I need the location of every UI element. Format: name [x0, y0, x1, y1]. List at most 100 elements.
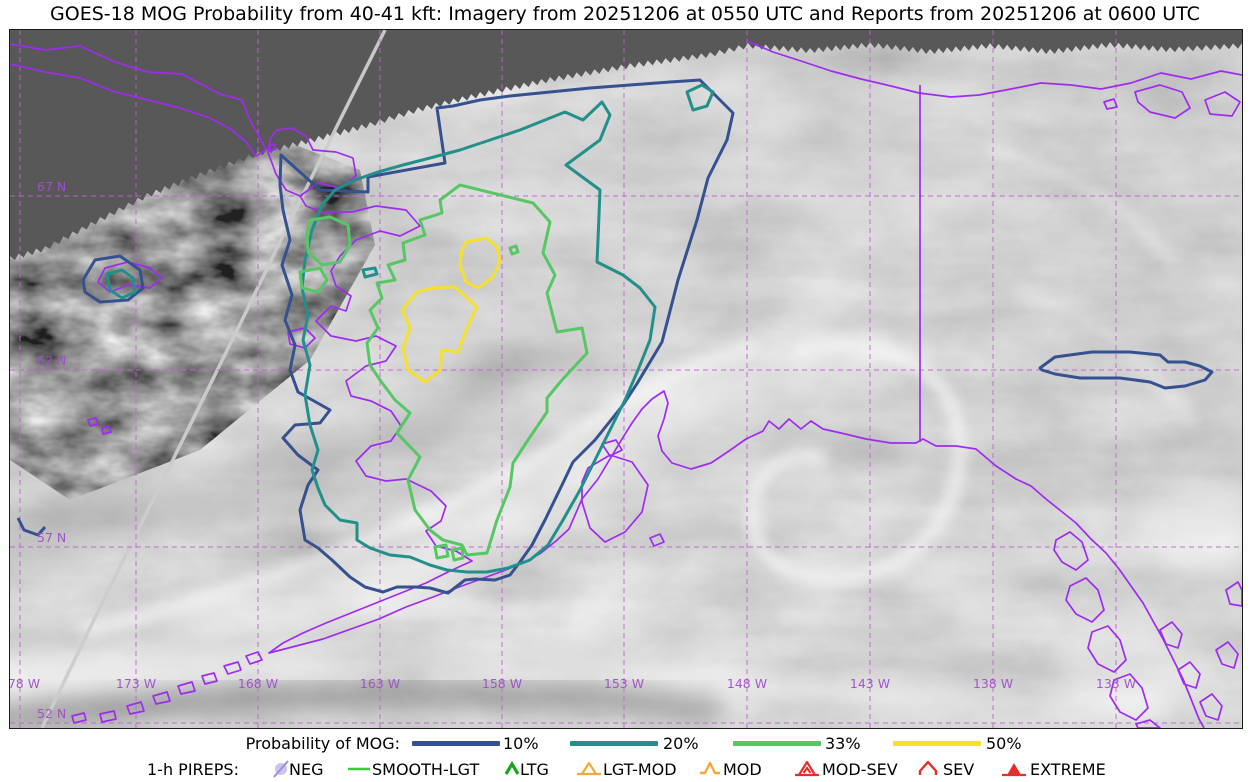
pireps-legend-title: 1-h PIREPS:	[147, 760, 239, 779]
pirep-symbol-lgt-mod-icon	[577, 761, 601, 776]
pirep-SMOOTH-LGT-label: SMOOTH-LGT	[372, 760, 480, 779]
contour-50%	[400, 285, 479, 384]
mog-50%-line	[893, 741, 981, 746]
longitude-label: 143 W	[850, 676, 890, 691]
island-outline	[1134, 84, 1191, 119]
pirep-symbol-extreme-icon	[1002, 763, 1026, 777]
longitude-label: 163 W	[360, 676, 400, 691]
pirep-symbol-neg-icon	[273, 760, 289, 778]
mog-20%-label: 20%	[663, 734, 699, 753]
contour-level-50%	[400, 236, 502, 384]
island-outline	[287, 327, 316, 349]
longitude-label: 173 W	[116, 676, 156, 691]
island-outline	[126, 701, 145, 715]
island-outline	[1225, 581, 1242, 607]
mog-50%-label: 50%	[986, 734, 1022, 753]
island-outline	[97, 261, 163, 293]
contour-level-33%	[298, 183, 589, 562]
longitude-label: 178 W	[10, 676, 40, 691]
cloud-band	[656, 638, 1114, 714]
mog-33%-line	[733, 741, 821, 746]
cloud-band	[82, 340, 758, 638]
longitude-label: 148 W	[727, 676, 767, 691]
contour-20%	[105, 268, 137, 300]
contour-10%	[1038, 350, 1214, 390]
island-outline	[581, 454, 649, 543]
contour-level-20%	[105, 83, 715, 574]
pirep-SEV-label: SEV	[943, 760, 975, 779]
grid-labels: 178 W 173 W 168 W 163 W 158 W 153 W 148 W 143 W…	[10, 179, 1136, 721]
cloud-band	[10, 682, 722, 728]
island-outline	[177, 681, 196, 695]
island-outline	[1204, 91, 1241, 117]
pirep-symbol-sev-icon	[918, 760, 938, 775]
contour-33%	[365, 183, 589, 557]
figure-title: GOES-18 MOG Probability from 40-41 kft: …	[50, 3, 1200, 25]
cloud-band	[10, 649, 1172, 717]
pirep-symbol-ltg-icon	[504, 760, 520, 775]
contour-50%	[458, 236, 502, 290]
island-outline	[1177, 661, 1201, 689]
mog-33%-label: 33%	[825, 734, 861, 753]
contour-10%	[81, 254, 145, 304]
longitude-label: 168 W	[238, 676, 278, 691]
coastline	[10, 43, 267, 157]
mog-20%-line	[570, 741, 658, 746]
longitude-label: 133 W	[1096, 676, 1136, 691]
island-outline	[101, 425, 112, 435]
contour-20%	[685, 83, 715, 112]
mog-legend-title: Probability of MOG:	[245, 734, 400, 753]
contour-10%	[16, 517, 47, 537]
pirep-symbol-mod-sev-icon	[795, 760, 819, 777]
cloud-band	[10, 345, 545, 559]
island-outline	[223, 661, 242, 675]
contour-10%	[278, 78, 735, 595]
island-outline	[99, 710, 117, 723]
cloud-band	[744, 337, 968, 588]
coastline	[746, 40, 1242, 98]
graticule	[10, 30, 1242, 728]
island-outline	[87, 417, 99, 427]
island-outline	[1065, 577, 1105, 623]
pirep-symbol-smooth-icon	[348, 767, 370, 771]
mog-10%-label: 10%	[503, 734, 539, 753]
latitude-label: 62 N	[37, 353, 66, 368]
cloud-band	[1005, 285, 1195, 425]
latitude-label: 52 N	[37, 706, 66, 721]
contour-20%	[361, 266, 379, 279]
island-outline	[71, 712, 87, 724]
contour-20%	[300, 100, 657, 574]
cloud-band	[10, 321, 829, 714]
satellite-map: 178 W 173 W 168 W 163 W 158 W 153 W 148 W 143 W…	[10, 30, 1242, 728]
island-outline	[268, 143, 277, 152]
pirep-MOD-SEV-label: MOD-SEV	[822, 760, 898, 779]
latitude-label: 57 N	[37, 530, 66, 545]
island-outline	[1053, 531, 1089, 571]
pirep-EXTREME-label: EXTREME	[1030, 760, 1106, 779]
island-outline	[601, 439, 623, 457]
island-outline	[152, 691, 171, 705]
pirep-NEG-label: NEG	[289, 760, 324, 779]
cloud-patch	[1060, 620, 1200, 720]
contour-33%	[508, 244, 520, 256]
longitude-label: 153 W	[604, 676, 644, 691]
contour-33%	[298, 266, 329, 294]
map-frame: 178 W 173 W 168 W 163 W 158 W 153 W 148 W 143 W…	[9, 29, 1243, 729]
longitude-label: 158 W	[482, 676, 522, 691]
mog-10%-line	[412, 741, 500, 746]
island-outline	[1109, 673, 1149, 721]
latitude-label: 67 N	[37, 179, 66, 194]
island-outline	[1159, 621, 1183, 649]
contour-33%	[433, 543, 450, 560]
island-outline	[1087, 625, 1127, 673]
cloud-band	[984, 144, 1176, 266]
no-data-region	[10, 30, 1242, 261]
contour-33%	[305, 215, 352, 267]
island-outline	[1215, 641, 1239, 669]
island-outline	[201, 672, 218, 685]
contour-33%	[450, 546, 465, 562]
island-outline	[649, 533, 665, 547]
pirep-MOD-label: MOD	[723, 760, 762, 779]
cloud-patch	[1133, 485, 1242, 575]
